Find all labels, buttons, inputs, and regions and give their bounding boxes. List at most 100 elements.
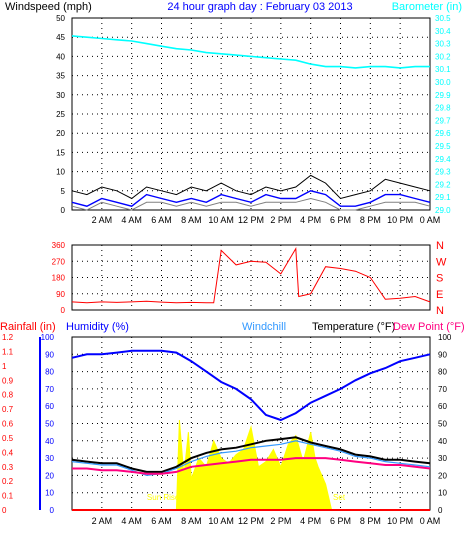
wind-y-tick-label: 30 [56, 91, 65, 100]
temperature-y-tick-label: 70 [438, 385, 447, 394]
wind-y-tick-label: 35 [56, 72, 65, 81]
temperature-panel-x-tick-label: 10 PM [387, 516, 413, 526]
temperature-y-tick-label: 80 [438, 368, 447, 377]
wind-series-wind-average [71, 190, 431, 207]
barometer-y-tick-label: 30.4 [435, 27, 451, 36]
temperature-y-tick-label: 0 [438, 506, 443, 515]
compass-tick-label: N [436, 240, 444, 252]
wind-series-barometer-in- [71, 35, 430, 69]
temperature-y-tick-label: 10 [438, 489, 447, 498]
wind-panel-x-tick-label: 6 PM [330, 215, 351, 225]
wind-panel-x-tick-label: 8 PM [360, 215, 381, 225]
temperature-panel-x-tick-label: 2 PM [270, 516, 291, 526]
wind-axis-title: Windspeed (mph) [5, 1, 92, 13]
direction-y-tick-label: 360 [52, 241, 66, 250]
wind-series-wind-gust [71, 174, 431, 200]
rain-y-tick-label: 0.3 [2, 463, 14, 472]
rain-y-tick-label: 0.4 [2, 448, 14, 457]
sunset-label: Set [333, 493, 346, 502]
rain-y-tick-label: 0.9 [2, 376, 14, 385]
temperature-panel-x-tick-label: 0 AM [420, 516, 441, 526]
humidity-y-tick-label: 80 [45, 368, 54, 377]
temperature-panel-x-tick-label: 6 AM [151, 516, 172, 526]
humidity-y-tick-label: 90 [45, 350, 54, 359]
humidity-y-tick-label: 100 [41, 333, 55, 342]
wind-panel-x-tick-label: 2 AM [92, 215, 113, 225]
wind-series-wind-low [71, 197, 431, 211]
rain-y-tick-label: 0.7 [2, 405, 14, 414]
wind-panel-x-tick-label: 0 AM [420, 215, 441, 225]
wind-y-tick-label: 20 [56, 129, 65, 138]
wind-panel-x-tick-label: 12 PM [238, 215, 264, 225]
series-windchill [71, 440, 431, 477]
wind-panel-x-tick-label: 4 AM [121, 215, 142, 225]
compass-tick-label: W [436, 256, 447, 268]
temperature-y-tick-label: 60 [438, 402, 447, 411]
temperature-y-tick-label: 100 [438, 333, 452, 342]
barometer-y-tick-label: 29.1 [435, 193, 451, 202]
temperature-panel-x-tick-label: 8 PM [360, 516, 381, 526]
humidity-y-tick-label: 10 [45, 489, 54, 498]
rain-y-tick-label: 1.1 [2, 347, 14, 356]
rain-y-tick-label: 0.8 [2, 391, 14, 400]
barometer-y-tick-label: 29.3 [435, 168, 451, 177]
direction-y-tick-label: 0 [61, 306, 66, 315]
legend-item: Windchill [242, 321, 286, 333]
temperature-y-tick-label: 90 [438, 350, 447, 359]
series-temperature-f- [71, 436, 431, 473]
wind-y-tick-label: 5 [61, 187, 66, 196]
humidity-y-tick-label: 20 [45, 471, 54, 480]
temperature-panel-x-tick-label: 10 AM [208, 516, 234, 526]
compass-tick-label: E [436, 289, 443, 301]
wind-y-tick-label: 10 [56, 168, 65, 177]
barometer-y-tick-label: 29.8 [435, 104, 451, 113]
wind-y-tick-label: 25 [56, 110, 65, 119]
humidity-y-tick-label: 50 [45, 420, 54, 429]
wind-y-tick-label: 50 [56, 14, 65, 23]
barometer-y-tick-label: 29.5 [435, 142, 451, 151]
barometer-y-tick-label: 29.2 [435, 180, 451, 189]
temperature-panel-x-tick-label: 2 AM [92, 516, 113, 526]
sunrise-label: Sun Rise [147, 493, 180, 502]
temperature-panel-x-tick-label: 4 AM [121, 516, 142, 526]
wind-panel-x-tick-label: 10 AM [208, 215, 234, 225]
temperature-y-tick-label: 40 [438, 437, 447, 446]
wind-panel-x-tick-label: 8 AM [181, 215, 202, 225]
rain-y-tick-label: 1.2 [2, 333, 14, 342]
temperature-panel-x-tick-label: 4 PM [300, 516, 321, 526]
temperature-y-tick-label: 50 [438, 420, 447, 429]
temperature-panel-x-tick-label: 6 PM [330, 516, 351, 526]
barometer-y-tick-label: 29.6 [435, 129, 451, 138]
rain-y-tick-label: 0.6 [2, 420, 14, 429]
barometer-y-tick-label: 30.2 [435, 52, 451, 61]
wind-panel-x-tick-label: 4 PM [300, 215, 321, 225]
compass-tick-label: S [436, 273, 443, 285]
barometer-y-tick-label: 30.1 [435, 65, 451, 74]
humidity-y-tick-label: 40 [45, 437, 54, 446]
direction-y-tick-label: 270 [52, 257, 66, 266]
barometer-y-tick-label: 30.3 [435, 40, 451, 49]
humidity-y-tick-label: 0 [50, 506, 55, 515]
barometer-y-tick-label: 29.7 [435, 116, 451, 125]
temperature-panel-x-tick-label: 8 AM [181, 516, 202, 526]
temperature-y-tick-label: 30 [438, 454, 447, 463]
rain-y-tick-label: 0.5 [2, 434, 14, 443]
legend-item: Dew Point (°F) [393, 321, 465, 333]
rain-y-tick-label: 1 [2, 362, 7, 371]
humidity-y-tick-label: 70 [45, 385, 54, 394]
wind-y-tick-label: 0 [61, 206, 66, 215]
wind-y-tick-label: 45 [56, 33, 65, 42]
legend-item: Temperature (°F) [312, 321, 395, 333]
chart-title: 24 hour graph day : February 03 2013 [167, 1, 352, 13]
direction-y-tick-label: 180 [52, 274, 66, 283]
wind-panel-x-tick-label: 6 AM [151, 215, 172, 225]
barometer-y-tick-label: 29.9 [435, 91, 451, 100]
barometer-y-tick-label: 29.0 [435, 206, 451, 215]
legend-item: Rainfall (in) [0, 321, 56, 333]
humidity-y-tick-label: 60 [45, 402, 54, 411]
wind-y-tick-label: 15 [56, 148, 65, 157]
wind-panel-x-tick-label: 10 PM [387, 215, 413, 225]
rain-y-tick-label: 0.1 [2, 492, 14, 501]
